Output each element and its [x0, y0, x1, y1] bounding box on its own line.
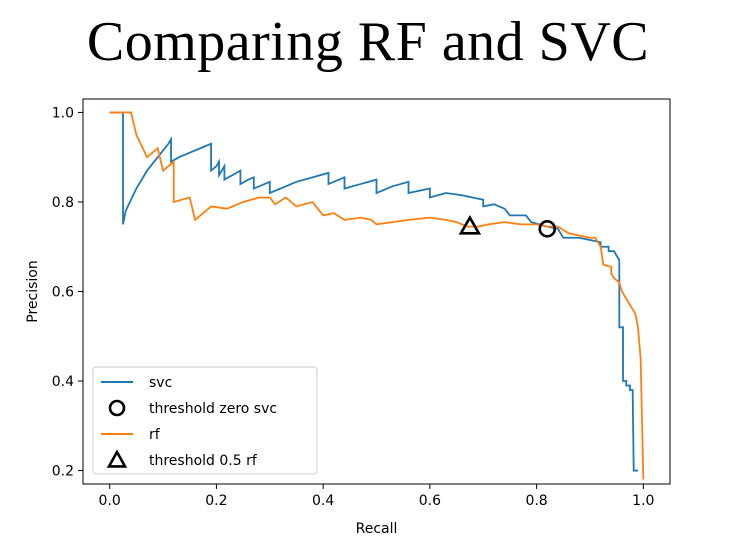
legend-box [92, 366, 318, 475]
y-axis: 0.2 0.4 0.6 0.8 1.0 [52, 105, 83, 480]
legend-label: threshold zero svc [149, 401, 277, 417]
legend-label: rf [149, 427, 161, 443]
threshold-triangle-marker [458, 214, 482, 235]
y-tick-label: 0.6 [52, 285, 74, 301]
x-tick-label: 0.2 [205, 493, 227, 509]
x-tick-label: 0.4 [312, 493, 334, 509]
legend: svc threshold zero svc rf threshold 0.5 rf [92, 366, 318, 475]
x-tick-label: 0.6 [419, 493, 441, 509]
y-tick-label: 0.2 [52, 464, 74, 480]
legend-label: threshold 0.5 rf [149, 453, 258, 469]
series-line-svc [109, 111, 638, 472]
threshold-circle-marker [538, 220, 557, 238]
x-axis: 0.0 0.2 0.4 0.6 0.8 1.0 [99, 484, 654, 509]
y-axis-label: Precision [25, 260, 41, 322]
x-tick-label: 1.0 [632, 493, 654, 509]
legend-circle-marker [108, 399, 126, 417]
slide-title: Comparing RF and SVC [86, 11, 650, 73]
legend-label: svc [149, 375, 172, 391]
series-line-rf [109, 111, 645, 480]
y-tick-label: 1.0 [52, 105, 74, 121]
y-tick-label: 0.4 [52, 374, 74, 390]
x-tick-label: 0.8 [525, 493, 547, 509]
x-tick-label: 0.0 [99, 493, 121, 509]
x-axis-label: Recall [356, 521, 398, 537]
y-tick-label: 0.8 [52, 195, 74, 211]
legend-triangle-marker [106, 449, 128, 468]
